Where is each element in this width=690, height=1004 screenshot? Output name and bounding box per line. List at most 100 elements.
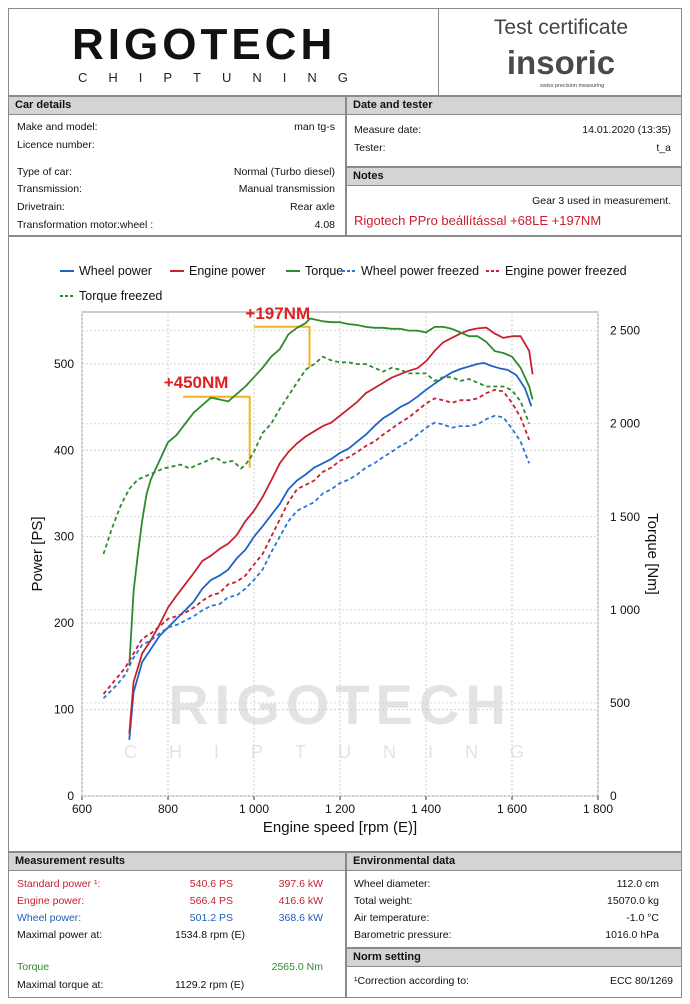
gear-note: Gear 3 used in measurement. — [532, 195, 671, 207]
y2-axis-label: Torque [Nm] — [644, 513, 661, 595]
series-line-wheel-power — [128, 362, 533, 740]
series-line-torque — [128, 317, 534, 666]
x-tick-label: 1 600 — [497, 802, 527, 816]
ratio-label: Transformation motor:wheel : — [17, 219, 154, 231]
y2-tick-label: 0 — [610, 789, 617, 803]
watermark-sub: CHIPTUNING — [124, 742, 556, 762]
wheel-diameter-label: Wheel diameter: — [354, 878, 431, 890]
baro-value: 1016.0 hPa — [605, 929, 659, 941]
y-axis-label: Power [PS] — [29, 516, 46, 591]
measurement-panel: Measurement results Standard power ¹: 54… — [8, 852, 346, 998]
drivetrain-label: Drivetrain: — [17, 201, 65, 213]
baro-label: Barometric pressure: — [354, 929, 452, 941]
series-line-wheel-power-freezed — [102, 414, 531, 699]
y-tick-label: 500 — [54, 357, 74, 371]
weight-value: 15070.0 kg — [607, 895, 659, 907]
wheel-diameter-value: 112.0 cm — [616, 878, 659, 890]
wheel-power-ps: 501.2 PS — [189, 912, 233, 924]
date-tester-title: Date and tester — [347, 97, 681, 115]
series-line-torque-freezed — [102, 355, 531, 555]
x-tick-label: 1 400 — [411, 802, 441, 816]
legend-label: Engine power freezed — [505, 264, 627, 278]
max-power-label: Maximal power at: — [17, 929, 103, 941]
type-label: Type of car: — [17, 166, 72, 178]
make-value: man tg-s — [294, 121, 335, 133]
legend-label: Torque — [305, 264, 343, 278]
date-label: Measure date: — [354, 124, 422, 136]
standard-power-kw: 397.6 kW — [278, 878, 323, 890]
environment-title: Environmental data — [347, 853, 681, 871]
header-divider — [438, 8, 439, 96]
engine-power-label: Engine power: — [17, 895, 85, 907]
torque-label: Torque — [17, 961, 50, 973]
licence-label: Licence number: — [17, 139, 95, 151]
tester-label: Tester: — [354, 142, 386, 154]
insoric-tagline: swiss precision measuring — [540, 83, 605, 89]
cert-title: Test certificate — [493, 16, 629, 39]
drivetrain-value: Rear axle — [290, 201, 335, 213]
header-frame — [8, 8, 682, 96]
standard-power-ps: 540.6 PS — [189, 878, 233, 890]
norm-title: Norm setting — [347, 949, 681, 967]
date-value: 14.01.2020 (13:35) — [582, 124, 671, 136]
wheel-power-label: Wheel power: — [17, 912, 82, 924]
series-line-engine-power — [128, 326, 534, 734]
x-tick-label: 600 — [72, 802, 92, 816]
air-temp-label: Air temperature: — [354, 912, 430, 924]
rigotech-logo: RIGOTECH — [72, 20, 392, 69]
legend-label: Torque freezed — [79, 289, 162, 303]
make-label: Make and model: — [17, 121, 98, 133]
type-value: Normal (Turbo diesel) — [233, 166, 335, 178]
y2-tick-label: 2 500 — [610, 324, 640, 338]
y-tick-label: 400 — [54, 443, 74, 457]
max-torque-value: 1129.2 rpm (E) — [175, 979, 245, 991]
series-line-engine-power-freezed — [102, 388, 531, 695]
chart-frame — [8, 236, 682, 852]
x-tick-label: 1 000 — [239, 802, 269, 816]
y2-tick-label: 1 000 — [610, 603, 640, 617]
date-tester-panel: Date and tester Measure date: 14.01.2020… — [346, 96, 682, 167]
brand-subtitle: CHIPTUNING — [78, 70, 369, 85]
annotation-label-197: +197NM — [245, 304, 310, 323]
ratio-value: 4.08 — [314, 219, 335, 231]
annotation-label-450: +450NM — [164, 373, 229, 392]
transmission-label: Transmission: — [17, 183, 82, 195]
max-torque-label: Maximal torque at: — [17, 979, 104, 991]
tester-value: t_a — [656, 142, 671, 154]
y-tick-label: 300 — [54, 530, 74, 544]
norm-panel: Norm setting ¹Correction according to: E… — [346, 948, 682, 998]
air-temp-value: -1.0 °C — [626, 912, 659, 924]
x-tick-label: 800 — [158, 802, 178, 816]
insoric-logo: insoric — [506, 44, 616, 81]
watermark-brand: RIGOTECH — [168, 673, 512, 736]
legend-label: Engine power — [189, 264, 265, 278]
tuning-note: Rigotech PPro beállítással +68LE +197NM — [354, 213, 602, 228]
engine-power-ps: 566.4 PS — [189, 895, 233, 907]
legend-label: Wheel power — [79, 264, 152, 278]
measurement-title: Measurement results — [9, 853, 345, 871]
x-tick-label: 1 800 — [583, 802, 613, 816]
brand-name: RIGOTECH — [72, 20, 337, 69]
notes-title: Notes — [347, 168, 681, 186]
transmission-value: Manual transmission — [238, 183, 335, 195]
annotation-bracket-197 — [254, 325, 311, 369]
car-details-title: Car details — [9, 97, 345, 115]
standard-power-label: Standard power ¹: — [17, 878, 101, 890]
y-tick-label: 200 — [54, 616, 74, 630]
engine-power-kw: 416.6 kW — [278, 895, 323, 907]
x-tick-label: 1 200 — [325, 802, 355, 816]
power-torque-chart: RIGOTECH CHIPTUNING 600 800 1 000 1 200 1 400 1… — [29, 264, 661, 836]
wheel-power-kw: 368.6 kW — [278, 912, 323, 924]
car-details-panel: Car details Make and model: man tg-s Lic… — [8, 96, 346, 236]
annotation-bracket-450 — [183, 395, 251, 468]
y-tick-label: 100 — [54, 703, 74, 717]
correction-label: ¹Correction according to: — [354, 975, 469, 987]
y2-tick-label: 1 500 — [610, 510, 640, 524]
y2-tick-label: 500 — [610, 696, 630, 710]
correction-value: ECC 80/1269 — [609, 975, 673, 987]
notes-panel: Notes Gear 3 used in measurement. Rigote… — [346, 167, 682, 236]
environment-panel: Environmental data Wheel diameter: 112.0… — [346, 852, 682, 948]
legend-label: Wheel power freezed — [361, 264, 479, 278]
y-tick-label: 0 — [67, 789, 74, 803]
torque-value: 2565.0 Nm — [271, 961, 323, 973]
